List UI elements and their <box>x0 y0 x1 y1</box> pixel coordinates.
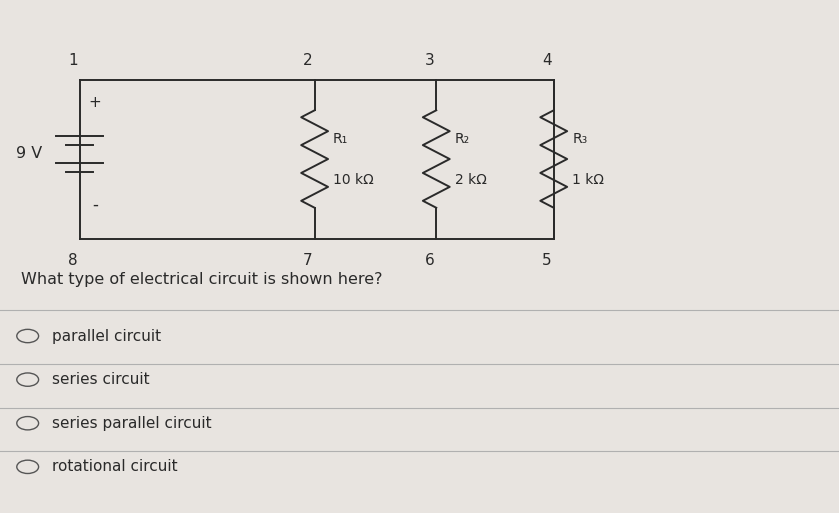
Text: 10 kΩ: 10 kΩ <box>333 172 374 187</box>
Text: parallel circuit: parallel circuit <box>52 328 161 344</box>
Text: 7: 7 <box>303 252 313 268</box>
Text: 2: 2 <box>303 52 313 68</box>
Text: R₁: R₁ <box>333 131 348 146</box>
Text: series parallel circuit: series parallel circuit <box>52 416 211 431</box>
Text: 3: 3 <box>425 52 435 68</box>
Text: +: + <box>88 95 102 110</box>
Text: rotational circuit: rotational circuit <box>52 459 178 475</box>
Text: 1 kΩ: 1 kΩ <box>572 172 604 187</box>
Text: 4: 4 <box>542 52 552 68</box>
Text: 2 kΩ: 2 kΩ <box>455 172 487 187</box>
Text: -: - <box>91 196 98 214</box>
Text: 8: 8 <box>68 252 78 268</box>
Text: R₂: R₂ <box>455 131 470 146</box>
Text: What type of electrical circuit is shown here?: What type of electrical circuit is shown… <box>21 272 383 287</box>
Text: 5: 5 <box>542 252 552 268</box>
Text: 1: 1 <box>68 52 78 68</box>
Text: R₃: R₃ <box>572 131 587 146</box>
Text: 6: 6 <box>425 252 435 268</box>
Text: 9 V: 9 V <box>16 146 42 162</box>
Text: series circuit: series circuit <box>52 372 149 387</box>
